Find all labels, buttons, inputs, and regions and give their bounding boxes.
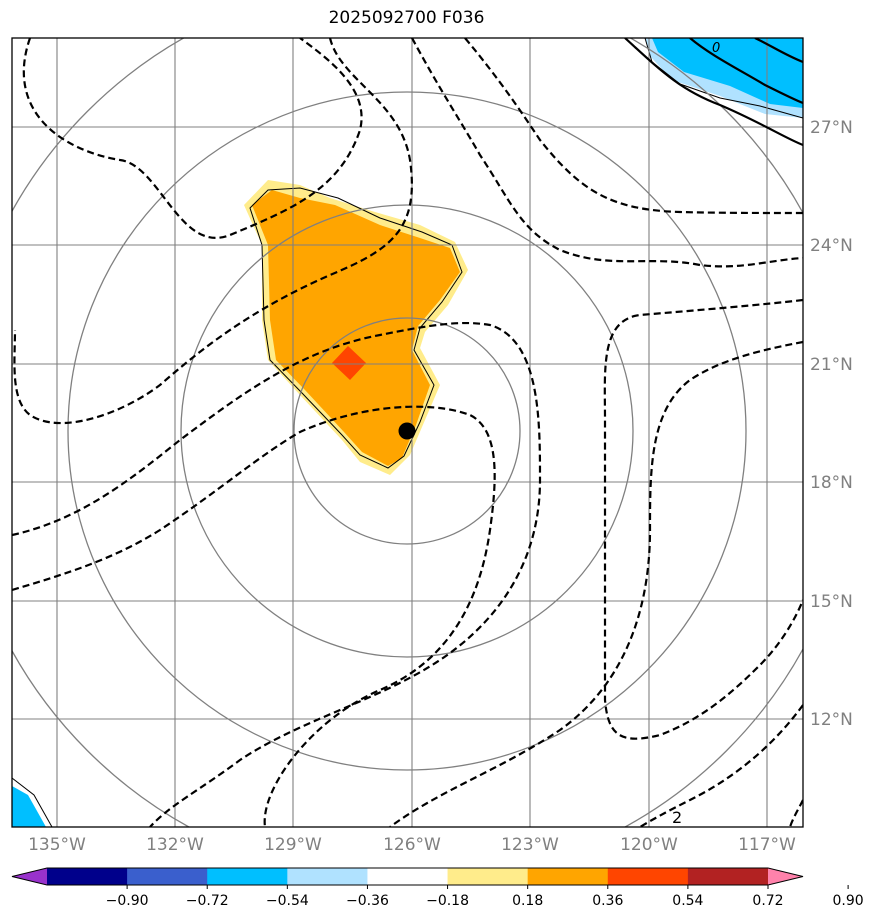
- lon-label: 135°W: [28, 835, 86, 855]
- colorbar-segment: [47, 868, 128, 885]
- colorbar-tick-label: 0.72: [752, 893, 783, 909]
- solid-contour-3: [754, 38, 803, 64]
- lat-label: 24°N: [810, 236, 853, 256]
- colorbar-tick-label: −0.18: [426, 893, 469, 909]
- lon-label: 129°W: [264, 835, 322, 855]
- colorbar-segment: [687, 868, 769, 885]
- dashed-contours: [12, 38, 803, 827]
- colorbar-tick-label: −0.54: [266, 893, 309, 909]
- colorbar-segment: [127, 868, 208, 885]
- map-title: 2025092700 F036: [328, 8, 485, 28]
- sw-thin-contour: [12, 777, 53, 827]
- colorbar-segment: [607, 868, 689, 885]
- map-plot-area: 0 2: [12, 38, 803, 827]
- colorbar-tick-label: 0.90: [833, 893, 864, 909]
- map-frame: [11, 37, 804, 828]
- shading-red-orange: [332, 346, 366, 380]
- range-ring-2: [180, 204, 634, 658]
- lon-label: 132°W: [146, 835, 204, 855]
- lat-label: 15°N: [810, 592, 853, 612]
- zero-contour: [249, 187, 463, 469]
- colorbar-segment: [207, 868, 288, 885]
- colorbar-segment: [447, 868, 529, 885]
- lon-label: 123°W: [501, 835, 559, 855]
- lat-tick-labels: 27°N 24°N 21°N 18°N 15°N 12°N: [810, 118, 853, 730]
- colorbar-tick-labels: −0.90 −0.72 −0.54 −0.36 −0.18 0.18 0.36 …: [106, 893, 864, 909]
- lon-label: 120°W: [620, 835, 678, 855]
- lon-label: 126°W: [383, 835, 441, 855]
- colorbar-tick-label: −0.72: [186, 893, 229, 909]
- colorbar-segment: [527, 868, 609, 885]
- shading-orange: [252, 190, 460, 466]
- colorbar-extend-low: [12, 868, 47, 885]
- range-ring-4: [12, 38, 803, 827]
- lat-label: 12°N: [810, 710, 853, 730]
- colorbar-segment: [367, 868, 449, 885]
- colorbar-tick-label: −0.90: [106, 893, 149, 909]
- colorbar-extend-high: [768, 868, 803, 885]
- range-ring-3: [67, 91, 747, 771]
- lon-label: 117°W: [738, 835, 796, 855]
- lat-label: 27°N: [810, 118, 853, 138]
- shading-blue-ne: [652, 38, 803, 108]
- graticule: [12, 38, 803, 827]
- solid-contour-2: [689, 38, 803, 105]
- storm-center-marker: [398, 422, 416, 440]
- colorbar-outline: [11, 867, 804, 886]
- lon-tick-labels: 135°W 132°W 129°W 126°W 123°W 120°W 117°…: [28, 835, 796, 855]
- colorbar-segment: [287, 868, 368, 885]
- colorbar-tick-label: 0.54: [672, 893, 703, 909]
- solid-contour-1: [624, 38, 803, 147]
- colorbar-tick-label: −0.36: [346, 893, 389, 909]
- contour-label-small: 0: [712, 41, 720, 56]
- colorbar-tick-label: 0.18: [512, 893, 543, 909]
- range-ring-1: [293, 317, 521, 545]
- lat-label: 18°N: [810, 473, 853, 493]
- colorbar: [11, 867, 849, 889]
- contour-label: 2: [672, 808, 682, 827]
- colorbar-tick-label: 0.36: [592, 893, 623, 909]
- lat-label: 21°N: [810, 355, 853, 375]
- shading-blue-sw: [12, 786, 46, 827]
